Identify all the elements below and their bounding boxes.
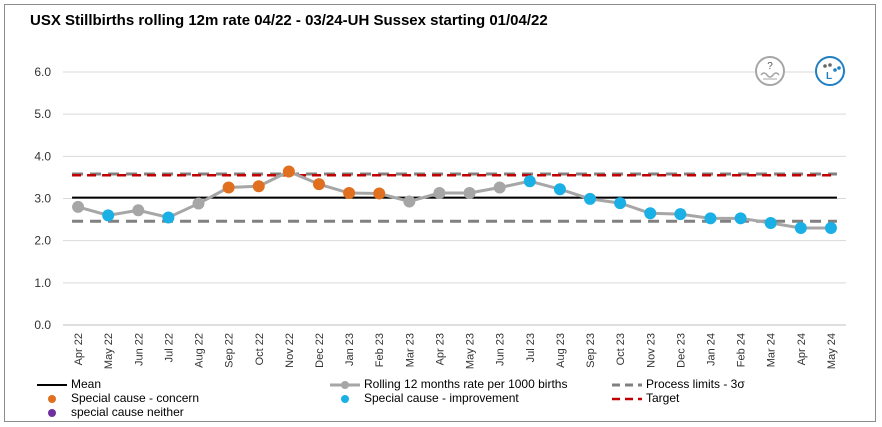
y-tick-label: 1.0 [34, 276, 51, 290]
x-tick-label: Sep 22 [224, 333, 236, 368]
data-point [493, 181, 506, 194]
data-point [373, 187, 386, 200]
y-tick-label: 6.0 [34, 65, 51, 79]
variation-question-icon: ? [755, 56, 785, 86]
data-point [764, 216, 777, 229]
data-point [162, 211, 175, 224]
chart-title: USX Stillbirths rolling 12m rate 04/22 -… [30, 12, 548, 29]
legend-label: Process limits - 3σ [646, 377, 745, 391]
x-tick-label: Mar 24 [766, 333, 778, 367]
y-tick-label: 3.0 [34, 192, 51, 206]
y-tick-label: 5.0 [34, 107, 51, 121]
y-tick-label: 2.0 [34, 234, 51, 248]
x-tick-label: Sep 23 [585, 333, 597, 368]
data-point [794, 222, 807, 235]
data-point [403, 195, 416, 208]
data-point [463, 187, 476, 200]
legend-label: Special cause - improvement [364, 391, 519, 405]
data-point [312, 178, 325, 191]
x-tick-label: Apr 24 [796, 333, 808, 365]
legend-label: Rolling 12 months rate per 1000 births [364, 377, 568, 391]
y-tick-label: 0.0 [34, 318, 51, 332]
legend-label: Special cause - concern [71, 391, 200, 405]
x-tick-label: May 24 [826, 333, 838, 369]
x-tick-label: Jun 23 [495, 333, 507, 366]
data-point [433, 187, 446, 200]
x-tick-label: Dec 22 [314, 333, 326, 368]
data-point [734, 212, 747, 225]
x-tick-label: Jan 24 [705, 333, 717, 366]
y-tick-label: 4.0 [34, 149, 51, 163]
x-tick-label: Aug 23 [555, 333, 567, 368]
svg-text:L: L [826, 71, 832, 82]
x-tick-label: Aug 22 [194, 333, 206, 368]
x-tick-label: Oct 22 [254, 333, 266, 365]
x-tick-label: Jan 23 [344, 333, 356, 366]
rolling-rate-line [77, 169, 831, 230]
x-tick-label: Nov 23 [645, 333, 657, 368]
data-point [192, 197, 205, 210]
data-point [132, 204, 145, 217]
data-point [222, 181, 235, 194]
data-point [614, 197, 627, 210]
legend-label: Target [646, 391, 680, 405]
x-tick-label: Feb 23 [374, 333, 386, 367]
x-tick-label: Jul 23 [525, 333, 537, 362]
data-point [824, 222, 837, 235]
x-tick-label: Jul 22 [163, 333, 175, 362]
x-tick-label: Dec 23 [675, 333, 687, 368]
data-point [674, 208, 687, 221]
svg-text:?: ? [767, 61, 773, 72]
data-point [102, 209, 115, 222]
data-point [584, 192, 597, 205]
x-tick-label: Mar 23 [404, 333, 416, 367]
x-tick-label: Apr 23 [434, 333, 446, 365]
x-tick-label: May 23 [465, 333, 477, 369]
x-tick-label: Oct 23 [615, 333, 627, 365]
x-tick-label: May 22 [103, 333, 115, 369]
legend-label: Mean [71, 377, 102, 391]
x-tick-label: Nov 22 [284, 333, 296, 368]
x-tick-label: Jun 22 [133, 333, 145, 366]
x-tick-label: Feb 24 [736, 333, 748, 367]
data-point [252, 180, 265, 193]
x-tick-label: Apr 22 [73, 333, 85, 365]
legend-label: special cause neither [71, 405, 184, 419]
data-point [282, 165, 295, 178]
data-point [72, 200, 85, 213]
data-point [644, 207, 657, 220]
data-point [343, 187, 356, 200]
data-point [523, 175, 536, 188]
data-point [553, 183, 566, 196]
data-point [704, 212, 717, 225]
improvement-assurance-icon: L [815, 56, 845, 86]
